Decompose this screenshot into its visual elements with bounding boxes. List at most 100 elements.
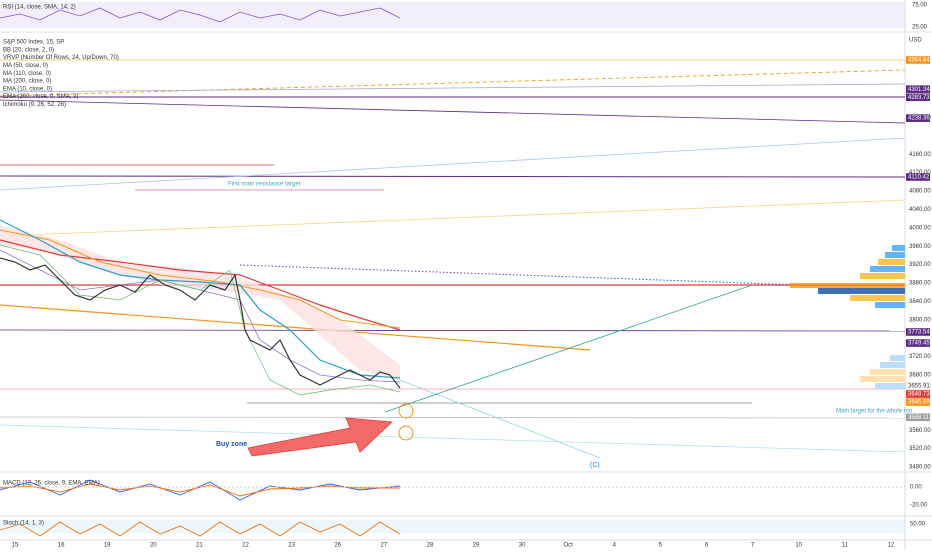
price-tag-label: 4110.42 bbox=[908, 175, 930, 181]
currency: USD bbox=[909, 38, 922, 44]
indicator-label: BB (20, close, 2, 0) bbox=[3, 47, 54, 53]
price-tag bbox=[906, 85, 930, 93]
macd-axis-label: 0.00 bbox=[910, 485, 922, 491]
price-tag-label: 4364.84 bbox=[908, 58, 930, 64]
price-axis-label: 3800.00 bbox=[909, 317, 931, 323]
stoch-band bbox=[0, 520, 905, 533]
price-tag-label: 3588.11 bbox=[908, 415, 930, 421]
indicator-label: EMA (200, close, 0, SMA, 3) bbox=[3, 94, 78, 100]
date-label: 5 bbox=[659, 543, 663, 549]
indicator-label: MA (50, close, 0) bbox=[3, 63, 48, 69]
indicator-label: Ichimoku (9, 26, 52, 26) bbox=[3, 102, 66, 108]
date-label: 27 bbox=[380, 543, 387, 549]
date-label: 15 bbox=[12, 543, 19, 549]
level-line bbox=[0, 175, 906, 178]
trend-line bbox=[0, 304, 591, 351]
date-label: 28 bbox=[427, 543, 434, 549]
ma-line bbox=[0, 239, 401, 331]
price-tag bbox=[906, 339, 930, 347]
price-axis-label: 3720.00 bbox=[909, 354, 931, 360]
level-line bbox=[0, 329, 906, 332]
price-axis-label: 4080.00 bbox=[909, 189, 931, 195]
target-circle bbox=[398, 403, 414, 419]
date-label: 10 bbox=[795, 543, 802, 549]
price-path bbox=[0, 257, 401, 389]
price-tag-label: 4301.34 bbox=[908, 87, 930, 93]
price-axis-label: 3920.00 bbox=[909, 262, 931, 268]
price-axis-label: 4000.00 bbox=[909, 225, 931, 231]
date-label: 22 bbox=[242, 543, 249, 549]
price-tag-label: 3655.91 bbox=[908, 384, 930, 390]
price-tag-label: 3648.73 bbox=[908, 392, 930, 398]
date-label: 4 bbox=[613, 543, 617, 549]
price-tag bbox=[906, 390, 930, 398]
price-axis-label: 4160.00 bbox=[909, 152, 931, 158]
date-label: 21 bbox=[196, 543, 203, 549]
date-label: 19 bbox=[104, 543, 111, 549]
date-label: Oct bbox=[564, 543, 574, 549]
macd-signal bbox=[0, 483, 400, 497]
target-circle bbox=[398, 425, 414, 441]
projection-line bbox=[399, 379, 601, 459]
price-axis-label: 4120.00 bbox=[909, 170, 931, 176]
trend-line bbox=[0, 424, 906, 453]
annotation: (C) bbox=[590, 462, 600, 469]
rsi-axis-label: 25.00 bbox=[912, 25, 928, 31]
date-label: 20 bbox=[150, 543, 157, 549]
price-tag bbox=[906, 328, 930, 336]
price-tag-label: 4238.36 bbox=[908, 116, 930, 122]
ema-line bbox=[0, 219, 401, 379]
indicator-label: MA (110, close, 0) bbox=[3, 71, 51, 77]
stoch-axis-label: 50.00 bbox=[910, 522, 926, 528]
rsi-axis-label: 75.00 bbox=[912, 3, 928, 9]
price-tag-label: 3773.54 bbox=[908, 330, 930, 336]
price-axis-label: 3520.00 bbox=[909, 446, 931, 452]
annotation: First main resistance target bbox=[228, 182, 301, 188]
price-tag bbox=[905, 382, 931, 391]
ma-line bbox=[0, 229, 401, 329]
price-tag bbox=[906, 93, 930, 102]
projection-line bbox=[384, 284, 753, 413]
rsi-band bbox=[0, 2, 905, 28]
trend-line bbox=[0, 199, 906, 237]
date-label: 29 bbox=[473, 543, 480, 549]
date-label: 23 bbox=[288, 543, 295, 549]
date-label: 11 bbox=[842, 543, 849, 549]
price-tag-label: 3749.45 bbox=[908, 341, 930, 347]
indicator-label: EMA (10, close, 0) bbox=[3, 86, 52, 92]
bb-line bbox=[0, 249, 401, 383]
trend-line bbox=[239, 264, 801, 286]
indicator-label: S&P 500 Index, 15, SP bbox=[3, 40, 64, 46]
indicator-label: VRVP (Number Of Rows, 24, Up/Down, 70) bbox=[3, 55, 119, 61]
price-axis-label: 3960.00 bbox=[909, 244, 931, 250]
bb-line bbox=[0, 244, 401, 396]
price-tag-label: 4283.73 bbox=[908, 95, 930, 101]
stoch-line bbox=[0, 521, 401, 537]
level-line bbox=[0, 416, 906, 419]
stoch-label: Stoch (14, 1, 3) bbox=[3, 521, 44, 527]
date-label: 26 bbox=[334, 543, 341, 549]
date-label: 30 bbox=[519, 543, 526, 549]
price-axis-label: 3880.00 bbox=[909, 281, 931, 287]
macd-label: MACD (12, 26, close, 9, EMA, EMA) bbox=[3, 481, 100, 487]
date-label: 6 bbox=[705, 543, 709, 549]
date-label: 12 bbox=[888, 543, 895, 549]
trend-line bbox=[0, 69, 906, 97]
date-label: 7 bbox=[751, 543, 755, 549]
trend-line bbox=[0, 99, 906, 124]
ichimoku-cloud bbox=[0, 225, 400, 380]
price-tag-label: 3645.99 bbox=[908, 400, 930, 406]
buy-arrow bbox=[247, 417, 393, 457]
macd-axis-label: -20.00 bbox=[910, 503, 928, 509]
price-tag bbox=[906, 114, 930, 122]
volume-profile bbox=[790, 245, 905, 389]
price-axis-label: 3480.00 bbox=[909, 465, 931, 471]
price-tag bbox=[906, 56, 930, 64]
trend-line bbox=[0, 83, 906, 93]
indicator-label: MA (200, close, 0) bbox=[3, 79, 51, 85]
annotation: Buy zone bbox=[216, 441, 247, 448]
price-axis-label: 3680.00 bbox=[909, 373, 931, 379]
price-tag bbox=[906, 398, 930, 406]
